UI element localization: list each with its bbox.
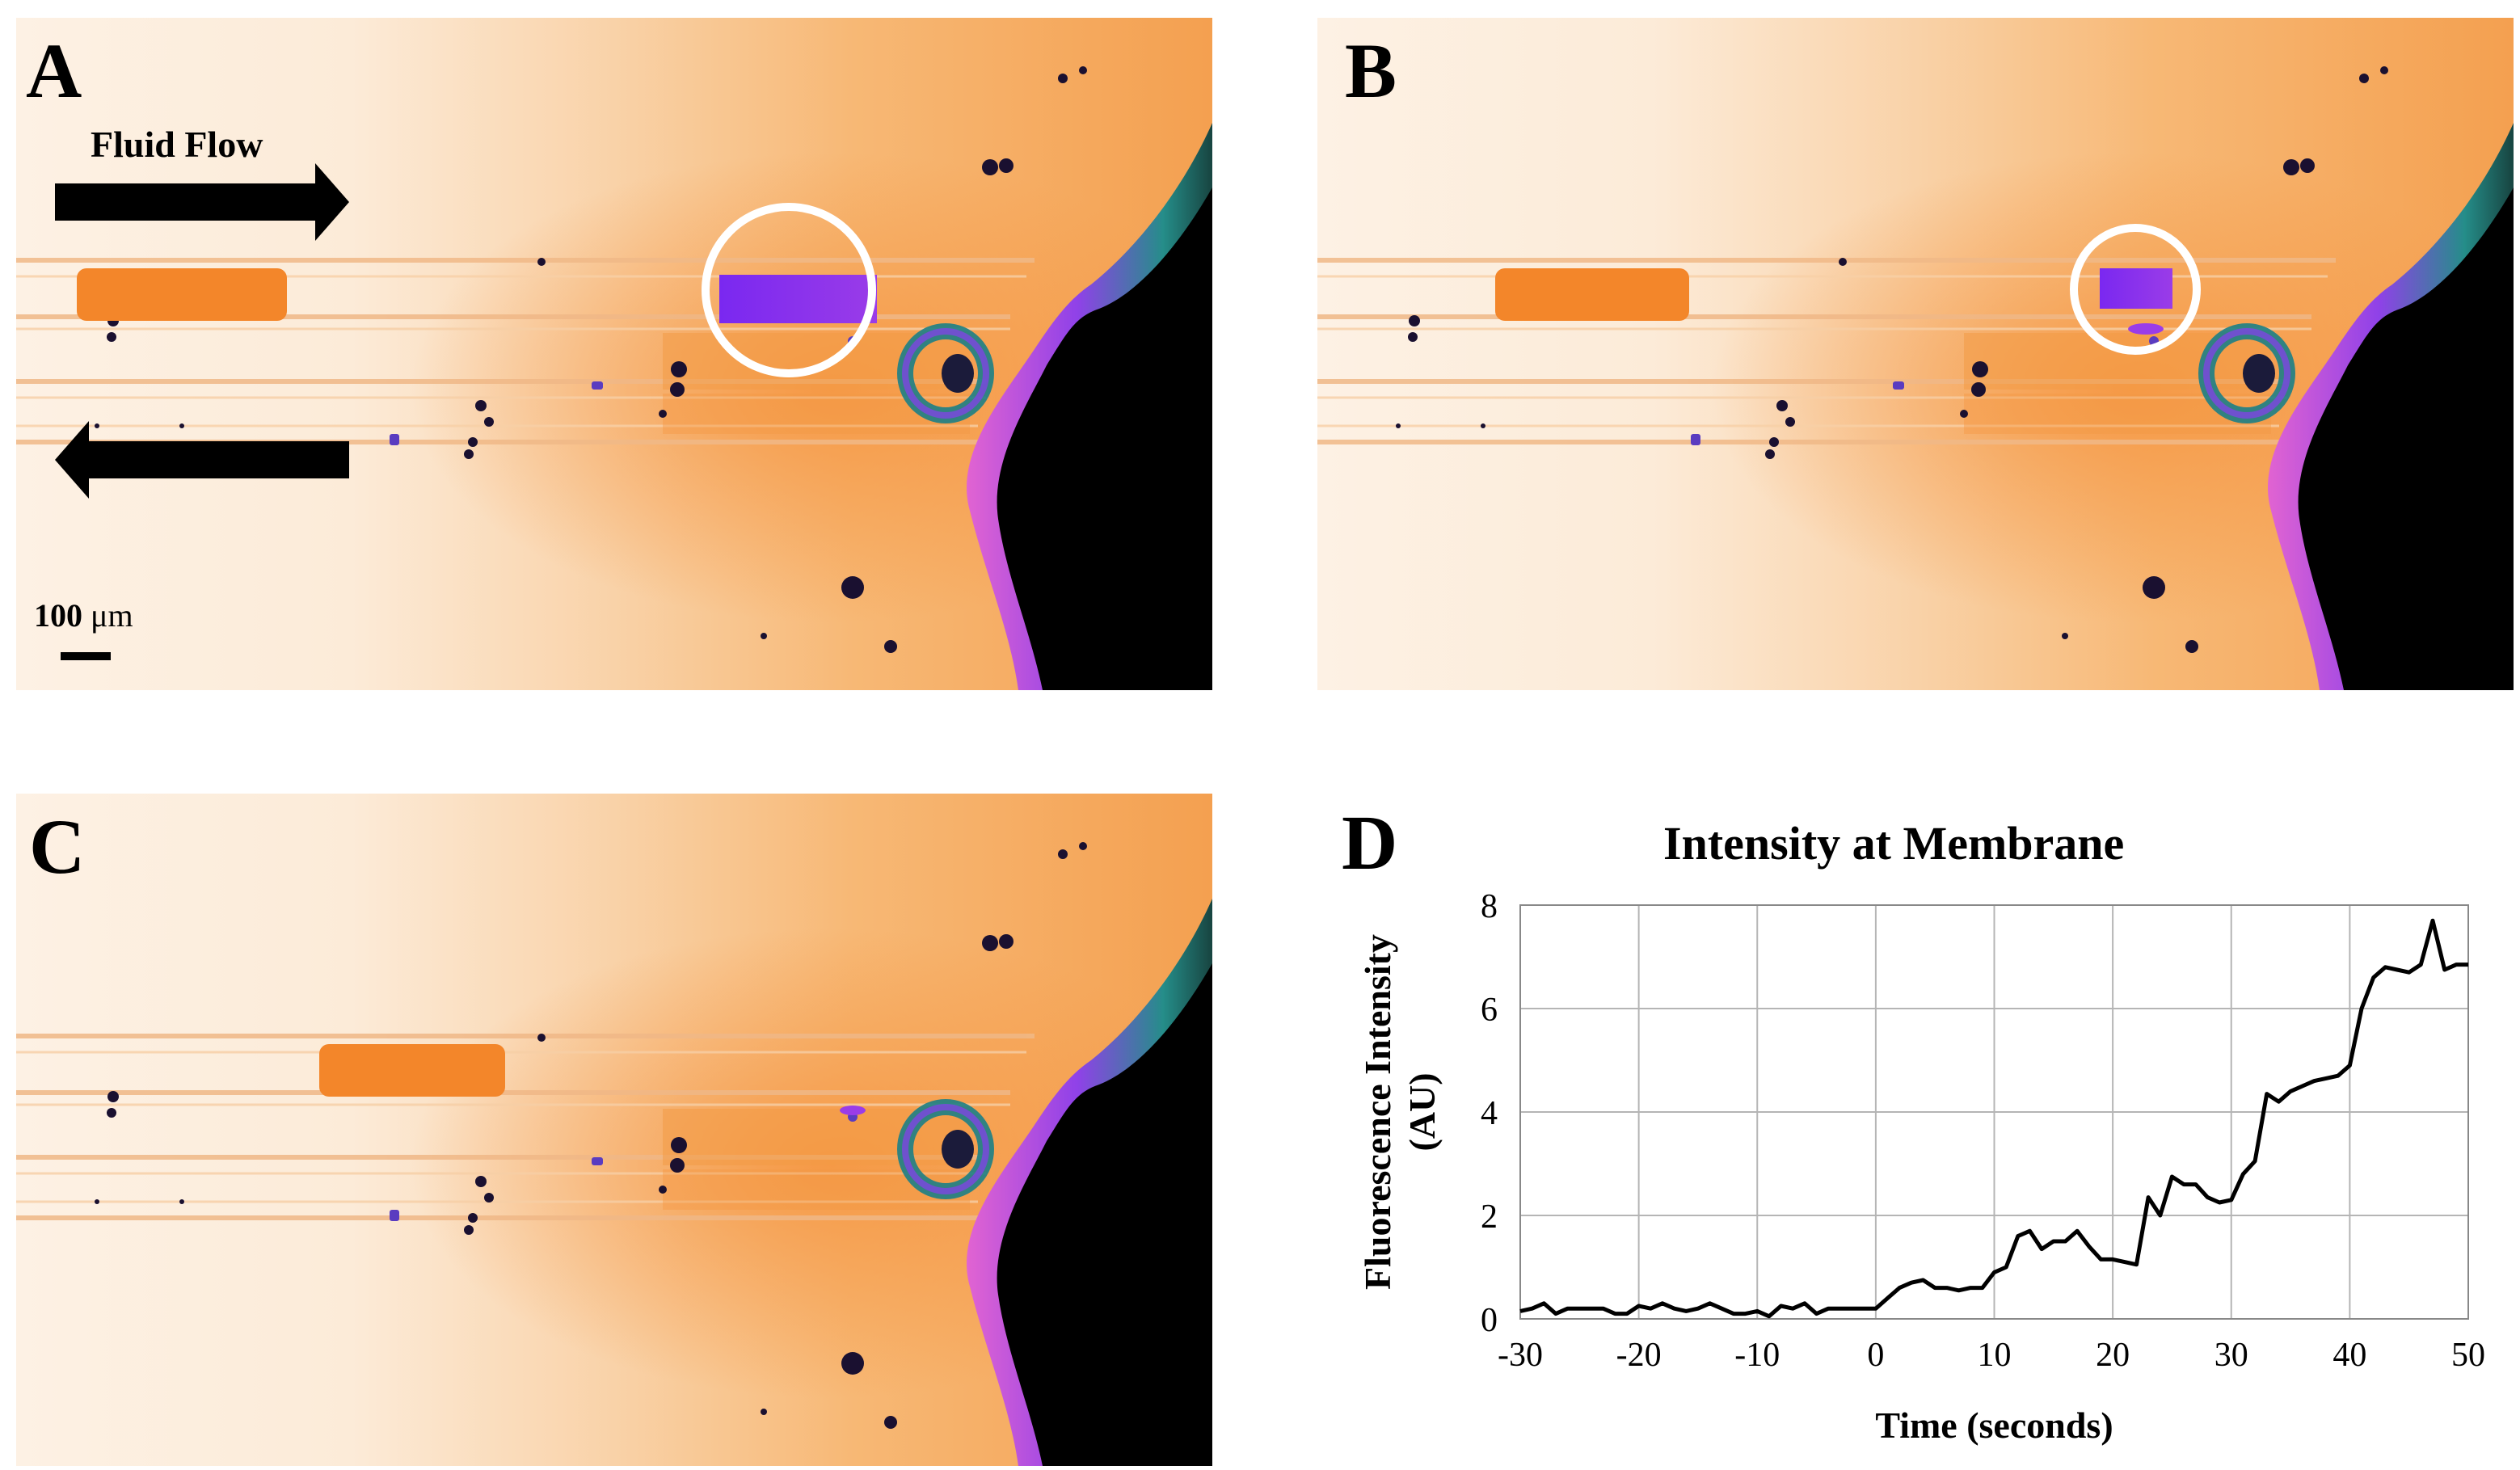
chart-title: Intensity at Membrane [1663,817,2125,870]
x-tick-label: 30 [2214,1337,2248,1374]
x-tick-label: 20 [2096,1337,2130,1374]
y-tick-label: 4 [1481,1095,1498,1132]
highlight-circle-a [702,203,876,377]
x-tick-label: 50 [2451,1337,2485,1374]
y-tick-label: 6 [1481,992,1498,1029]
purple-drop-c [840,1106,866,1115]
scale-label: 100 μm [34,596,133,634]
tick-labels: -30 -20 -10 0 10 20 30 40 50 0 2 4 6 8 [1481,888,2485,1374]
purple-signal-a [719,275,877,323]
x-tick-label: -20 [1616,1337,1662,1374]
intensity-chart: -30 -20 -10 0 10 20 30 40 50 0 2 4 6 8 Time (seconds)… [1357,888,2485,1446]
scale-bar [61,652,111,660]
x-tick-label: 10 [1978,1337,2012,1374]
panel-label-b: B [1345,27,1397,114]
chart-grid [1519,904,2469,1320]
x-tick-label: -30 [1498,1337,1543,1374]
y-axis-title-line2: (AU) [1401,1072,1443,1151]
x-tick-label: 40 [2332,1337,2366,1374]
purple-drop-b [2128,323,2164,335]
panel-b-micrograph [1317,18,2514,690]
y-tick-label: 2 [1481,1198,1498,1236]
scale-value: 100 [34,597,82,634]
panel-a-micrograph [16,18,1212,690]
plot-frame [1519,904,2469,1320]
scale-unit: μm [91,597,133,634]
x-tick-label: 0 [1867,1337,1884,1374]
sample-bar-b [1495,268,1689,321]
x-tick-label: -10 [1734,1337,1780,1374]
series-line-intensity [1519,918,2468,1319]
panel-label-c: C [29,803,86,890]
highlight-circle-b [2070,224,2201,355]
purple-signal-b [2100,268,2172,309]
y-axis-title-line1: Fluorescence Intensity [1357,934,1398,1290]
sample-bar-c [319,1044,505,1097]
fluid-flow-label: Fluid Flow [91,124,263,165]
x-axis-title: Time (seconds) [1875,1405,2113,1446]
panel-label-d: D [1342,799,1398,886]
arrow-left-icon [55,421,349,499]
y-tick-label: 8 [1481,888,1498,925]
y-tick-label: 0 [1481,1302,1498,1339]
arrow-right-icon [55,163,349,241]
panel-label-a: A [26,27,82,114]
panel-c-micrograph [16,794,1212,1466]
sample-bar-a [77,268,287,321]
